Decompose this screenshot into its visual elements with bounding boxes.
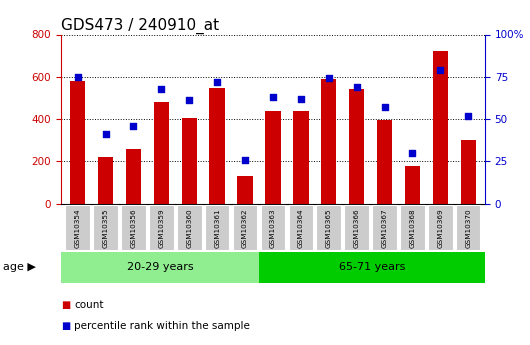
FancyBboxPatch shape	[261, 206, 285, 250]
FancyBboxPatch shape	[233, 206, 258, 250]
FancyBboxPatch shape	[121, 206, 146, 250]
Text: count: count	[74, 300, 104, 310]
FancyBboxPatch shape	[456, 206, 481, 250]
Text: GSM10354: GSM10354	[75, 208, 81, 247]
Point	[297, 96, 305, 101]
FancyBboxPatch shape	[400, 206, 425, 250]
Bar	[70, 81, 85, 204]
Point	[129, 123, 138, 129]
FancyBboxPatch shape	[259, 252, 485, 283]
Bar	[377, 120, 392, 204]
Text: ■: ■	[61, 321, 70, 331]
Point	[324, 76, 333, 81]
Text: ■: ■	[61, 300, 70, 310]
FancyBboxPatch shape	[61, 252, 259, 283]
Bar	[432, 51, 448, 204]
Bar	[154, 102, 169, 204]
Point	[352, 84, 361, 90]
Point	[213, 79, 222, 85]
Point	[241, 157, 249, 162]
FancyBboxPatch shape	[65, 206, 90, 250]
Text: age ▶: age ▶	[3, 263, 36, 272]
Text: GSM10359: GSM10359	[158, 208, 164, 247]
Text: 20-29 years: 20-29 years	[127, 263, 193, 272]
Text: GSM10370: GSM10370	[465, 208, 471, 247]
Text: GSM10365: GSM10365	[326, 208, 332, 247]
FancyBboxPatch shape	[372, 206, 397, 250]
Text: GSM10369: GSM10369	[437, 208, 443, 247]
Point	[436, 67, 445, 73]
Text: GSM10364: GSM10364	[298, 208, 304, 247]
Bar	[126, 149, 141, 204]
FancyBboxPatch shape	[344, 206, 369, 250]
FancyBboxPatch shape	[205, 206, 229, 250]
Point	[408, 150, 417, 156]
Bar	[237, 176, 253, 204]
Point	[464, 113, 472, 118]
Text: percentile rank within the sample: percentile rank within the sample	[74, 321, 250, 331]
FancyBboxPatch shape	[316, 206, 341, 250]
Point	[101, 131, 110, 137]
Point	[185, 98, 193, 103]
Text: GSM10362: GSM10362	[242, 208, 248, 247]
Bar	[266, 110, 280, 204]
Bar	[293, 110, 308, 204]
Text: GSM10363: GSM10363	[270, 208, 276, 247]
Bar	[182, 118, 197, 204]
FancyBboxPatch shape	[288, 206, 313, 250]
Bar	[209, 88, 225, 204]
Text: GSM10361: GSM10361	[214, 208, 220, 247]
Bar	[321, 79, 337, 204]
FancyBboxPatch shape	[428, 206, 453, 250]
Point	[74, 74, 82, 79]
Text: GSM10367: GSM10367	[382, 208, 387, 247]
Bar	[349, 89, 364, 204]
Bar	[405, 166, 420, 204]
Text: 65-71 years: 65-71 years	[339, 263, 405, 272]
Text: GDS473 / 240910_at: GDS473 / 240910_at	[61, 18, 219, 34]
Text: GSM10360: GSM10360	[186, 208, 192, 247]
FancyBboxPatch shape	[93, 206, 118, 250]
Text: GSM10366: GSM10366	[354, 208, 360, 247]
Text: GSM10355: GSM10355	[103, 208, 109, 247]
Point	[157, 86, 165, 91]
Text: GSM10368: GSM10368	[409, 208, 416, 247]
Text: GSM10356: GSM10356	[130, 208, 137, 247]
FancyBboxPatch shape	[177, 206, 201, 250]
FancyBboxPatch shape	[149, 206, 174, 250]
Bar	[98, 157, 113, 204]
Bar	[461, 140, 476, 204]
Point	[381, 105, 389, 110]
Point	[269, 94, 277, 100]
